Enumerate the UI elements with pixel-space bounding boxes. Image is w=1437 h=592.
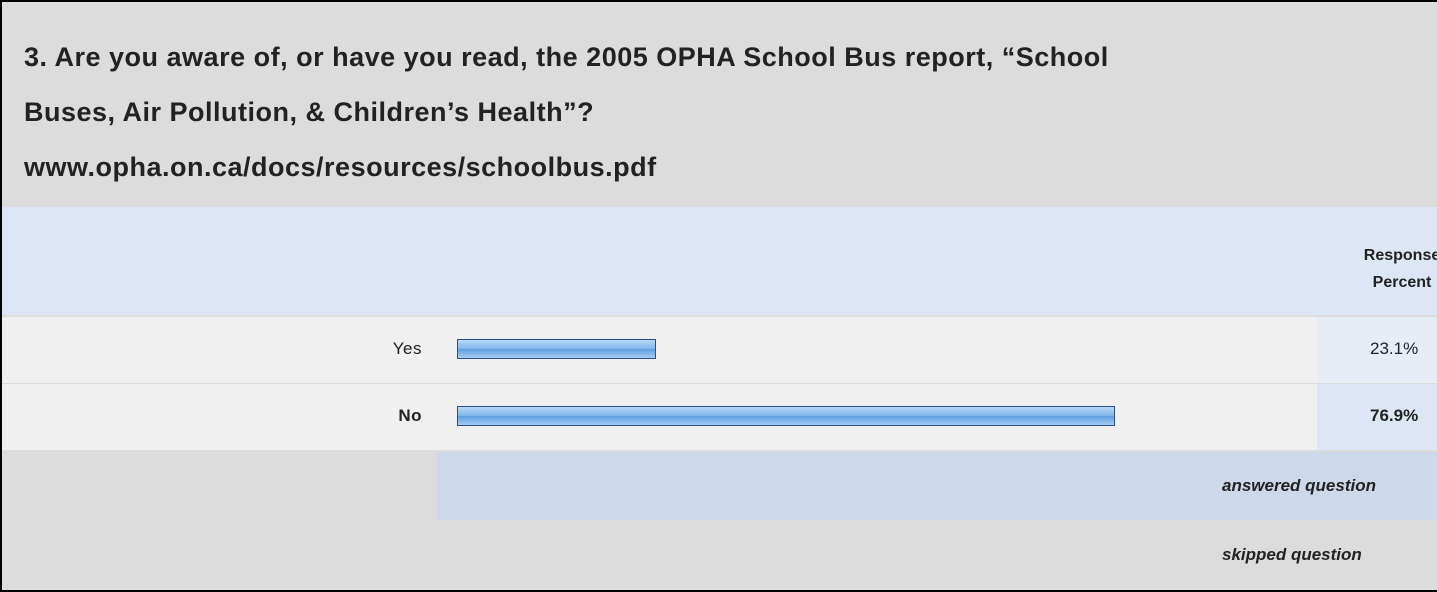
answer-label: No: [398, 406, 422, 425]
percent-label: 23.1%: [1370, 339, 1419, 358]
percent-label: 76.9%: [1370, 406, 1419, 425]
question-line: Buses, Air Pollution, & Children’s Healt…: [24, 97, 595, 127]
question-line: 3. Are you aware of, or have you read, t…: [24, 42, 1109, 72]
answered-label: answered question: [1222, 476, 1376, 495]
bar: [457, 339, 657, 359]
header-row: [2, 207, 1437, 315]
header-label: Response Percent: [1363, 247, 1437, 291]
question-line: www.opha.on.ca/docs/resources/schoolbus.…: [24, 152, 657, 182]
percent-cell: [1317, 384, 1437, 450]
answered-row: [437, 452, 1437, 520]
bar: [457, 406, 1115, 426]
answer-row: [2, 317, 1317, 383]
skipped-label: skipped question: [1222, 545, 1362, 564]
answer-label: Yes: [392, 339, 422, 358]
percent-cell: [1317, 317, 1437, 383]
